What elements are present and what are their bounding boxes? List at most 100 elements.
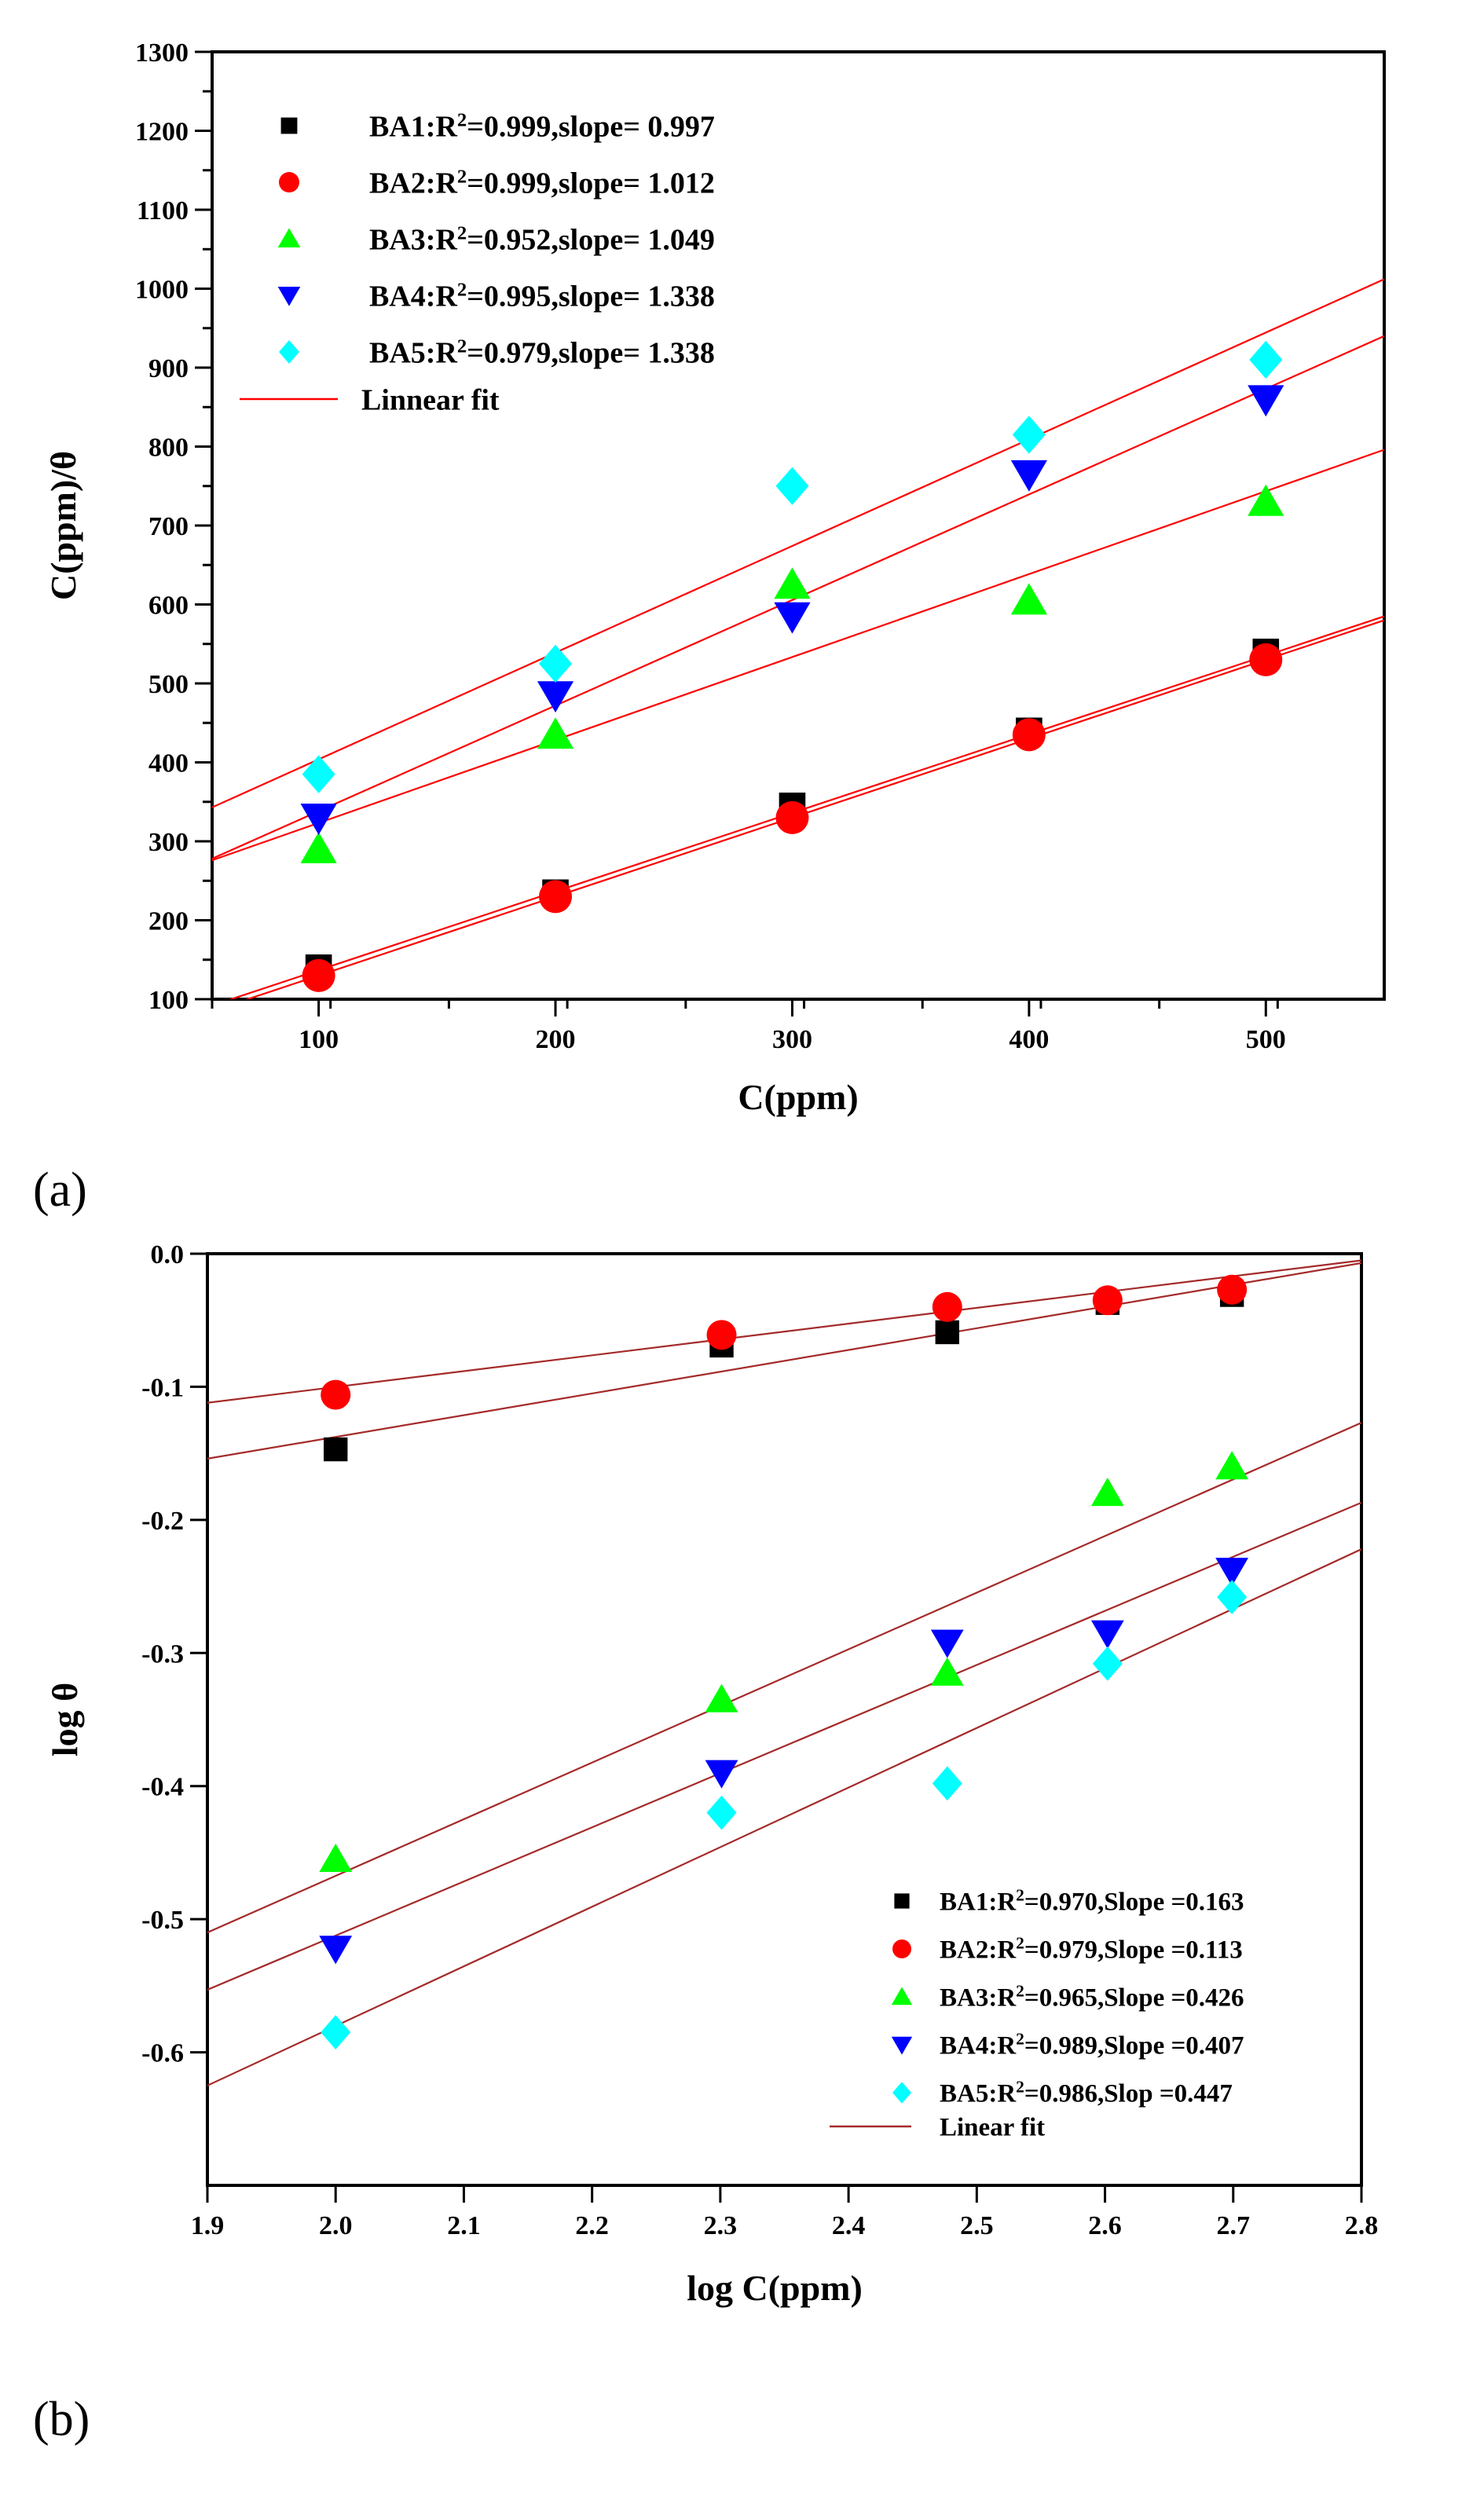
point-ba2 xyxy=(1249,643,1283,676)
panel-label: (b) xyxy=(33,2393,90,2446)
point-ba4 xyxy=(1215,1558,1249,1587)
series-ba3 xyxy=(319,1451,1249,1873)
series-ba4 xyxy=(300,385,1284,835)
legend-marker-ba4 xyxy=(891,2036,913,2055)
legend: BA1:R2=0.999,slope= 0.997 BA2:R2=0.999,sl… xyxy=(240,109,715,416)
point-ba2 xyxy=(1217,1274,1248,1305)
point-ba3 xyxy=(774,567,811,599)
y-tick-label: 300 xyxy=(148,828,189,857)
y-tick-label: -0.3 xyxy=(141,1639,184,1668)
point-ba4 xyxy=(1010,460,1047,492)
plot-frame xyxy=(206,1252,1363,2187)
legend-fit-label: Linear fit xyxy=(940,2114,1045,2142)
legend-marker-ba5 xyxy=(892,2082,911,2104)
legend-label-ba3: BA3:R2=0.965,Slope =0.426 xyxy=(940,1982,1244,2013)
y-tick-label: 400 xyxy=(148,749,189,778)
legend-marker-ba2 xyxy=(892,1939,911,1958)
legend-label-ba1: BA1:R2=0.999,slope= 0.997 xyxy=(369,109,715,144)
y-tick-label: -0.2 xyxy=(141,1507,184,1536)
point-ba4 xyxy=(1090,1620,1124,1649)
legend-label-ba4: BA4:R2=0.995,slope= 1.338 xyxy=(369,279,715,313)
point-ba5 xyxy=(1249,340,1283,379)
fit-line-ba1 xyxy=(207,1262,1361,1460)
point-ba3 xyxy=(1215,1451,1249,1480)
y-tick-label: 600 xyxy=(148,592,189,621)
y-tick-label: -0.1 xyxy=(141,1373,184,1402)
point-ba2 xyxy=(1092,1285,1123,1316)
point-ba3 xyxy=(300,832,337,863)
point-ba3 xyxy=(705,1683,738,1712)
y-tick-label: 200 xyxy=(148,907,189,936)
fit-line-ba3 xyxy=(207,1422,1361,1934)
y-tick-label: 1000 xyxy=(135,276,189,305)
y-tick-label: -0.5 xyxy=(141,1906,184,1935)
x-tick-label: 300 xyxy=(772,1025,812,1054)
point-ba3 xyxy=(319,1843,353,1873)
point-ba5 xyxy=(932,1766,962,1801)
point-ba5 xyxy=(539,644,573,683)
x-tick-label: 2.6 xyxy=(1088,2211,1122,2240)
y-tick-label: 1100 xyxy=(137,196,189,225)
y-tick-label: 1200 xyxy=(135,118,189,147)
y-tick-label: -0.6 xyxy=(141,2039,184,2068)
x-tick-label: 2.0 xyxy=(319,2211,353,2240)
panel-label: (a) xyxy=(33,1163,87,1217)
x-tick-label: 2.1 xyxy=(447,2211,481,2240)
point-ba2 xyxy=(1012,718,1046,752)
point-ba3 xyxy=(1010,583,1047,615)
x-tick-label: 2.7 xyxy=(1217,2211,1251,2240)
legend: BA1:R2=0.970,Slope =0.163 BA2:R2=0.979,Sl… xyxy=(830,1886,1244,2142)
series-ba5 xyxy=(302,340,1283,793)
point-ba3 xyxy=(1090,1478,1124,1507)
x-tick-label: 2.2 xyxy=(575,2211,609,2240)
y-axis-label: log θ xyxy=(45,1683,85,1756)
legend-label-ba3: BA3:R2=0.952,slope= 1.049 xyxy=(369,222,715,257)
point-ba4 xyxy=(300,804,337,835)
fit-line-ba2 xyxy=(207,1259,1361,1404)
point-ba5 xyxy=(321,2015,351,2050)
legend-label-ba1: BA1:R2=0.970,Slope =0.163 xyxy=(940,1886,1244,1917)
x-axis-label: C(ppm) xyxy=(738,1077,858,1117)
x-tick-label: 500 xyxy=(1246,1025,1286,1054)
series-ba2 xyxy=(321,1274,1248,1410)
point-ba5 xyxy=(302,755,335,793)
point-ba2 xyxy=(302,958,335,992)
y-tick-label: 800 xyxy=(148,434,189,463)
chart-a: 100 200 300 400 500 100 200 300 400 500 600 700 800 9… xyxy=(33,38,1386,1217)
x-tick-label: 400 xyxy=(1009,1025,1049,1054)
y-axis-label: C(ppm)/θ xyxy=(43,451,83,600)
legend-marker-ba2 xyxy=(279,172,299,192)
point-ba2 xyxy=(706,1320,737,1350)
x-tick-label: 2.8 xyxy=(1345,2211,1379,2240)
series-ba2 xyxy=(302,643,1283,992)
y-tick-label: 1300 xyxy=(135,38,189,68)
x-axis-label: log C(ppm) xyxy=(687,2268,863,2308)
y-tick-label: 700 xyxy=(148,512,189,541)
legend-marker-ba4 xyxy=(277,286,301,306)
point-ba4 xyxy=(774,602,811,634)
x-tick-label: 100 xyxy=(299,1025,339,1054)
series-ba4 xyxy=(319,1558,1249,1965)
point-ba5 xyxy=(1092,1646,1123,1681)
x-tick-label: 2.4 xyxy=(832,2211,866,2240)
point-ba3 xyxy=(930,1657,964,1686)
point-ba5 xyxy=(1012,416,1046,454)
point-ba2 xyxy=(932,1291,962,1322)
point-ba4 xyxy=(537,681,574,713)
x-tick-label: 2.3 xyxy=(704,2211,738,2240)
legend-marker-ba5 xyxy=(279,340,299,364)
point-ba1 xyxy=(935,1320,959,1345)
point-ba3 xyxy=(1248,484,1284,516)
x-tick-label: 1.9 xyxy=(191,2211,225,2240)
legend-label-ba4: BA4:R2=0.989,Slope =0.407 xyxy=(940,2030,1244,2060)
fit-line-ba5 xyxy=(207,1548,1361,2086)
series-ba3 xyxy=(300,484,1284,863)
legend-label-ba2: BA2:R2=0.979,Slope =0.113 xyxy=(940,1934,1243,1965)
y-tick-label: -0.4 xyxy=(141,1773,184,1802)
legend-marker-ba1 xyxy=(280,117,298,134)
fit-line-ba5 xyxy=(212,278,1384,808)
legend-label-ba5: BA5:R2=0.979,slope= 1.338 xyxy=(369,335,715,370)
fit-line-ba3 xyxy=(212,449,1384,862)
legend-marker-ba3 xyxy=(891,1987,913,2005)
